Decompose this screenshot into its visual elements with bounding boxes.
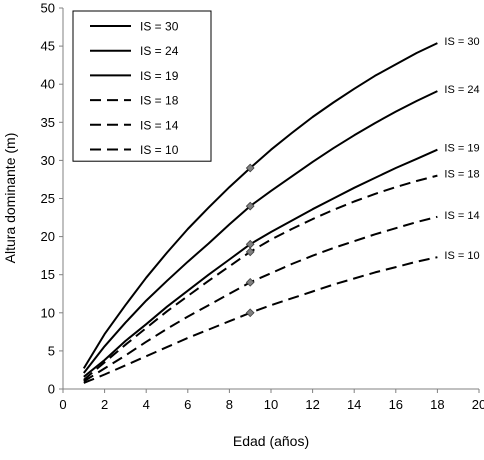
end-label-is-18: IS = 18	[444, 169, 479, 181]
end-label-is-10: IS = 10	[444, 250, 479, 262]
legend-label-is-19: IS = 19	[140, 69, 179, 83]
y-tick-label: 15	[41, 267, 55, 282]
x-tick-label: 12	[305, 397, 319, 412]
series-line-is-30	[82, 42, 438, 369]
marker-is-24	[245, 201, 255, 211]
y-tick-label: 25	[41, 191, 55, 206]
x-tick-label: 6	[184, 397, 191, 412]
x-tick-label: 14	[347, 397, 361, 412]
x-tick-label: 2	[101, 397, 108, 412]
legend-label-is-14: IS = 14	[140, 118, 179, 132]
legend-box	[72, 10, 212, 162]
x-tick-label: 0	[59, 397, 66, 412]
y-tick-label: 20	[41, 229, 55, 244]
end-label-layer: IS = 30 IS = 24 IS = 19 IS = 18 IS = 14 IS = …	[444, 36, 479, 262]
x-tick-label: 8	[226, 397, 233, 412]
end-label-is-24: IS = 24	[444, 84, 479, 96]
marker-is-14	[245, 277, 255, 287]
legend-label-is-30: IS = 30	[140, 20, 179, 34]
x-tick-label: 10	[264, 397, 278, 412]
x-tick-label: 18	[430, 397, 444, 412]
legend-label-is-24: IS = 24	[140, 44, 179, 58]
end-label-is-14: IS = 14	[444, 210, 479, 222]
y-tick-label: 0	[48, 382, 55, 397]
marker-is-10	[245, 308, 255, 318]
legend-label-is-10: IS = 10	[140, 143, 179, 157]
x-tick-label: 4	[143, 397, 150, 412]
y-tick-label: 40	[41, 77, 55, 92]
x-tick-label: 16	[389, 397, 403, 412]
y-axis-title: Altura dominante (m)	[2, 133, 18, 264]
legend: IS = 30 IS = 24 IS = 19 IS = 18 IS = 14 IS = …	[72, 10, 212, 162]
y-tick-label: 30	[41, 153, 55, 168]
end-label-is-30: IS = 30	[444, 36, 479, 48]
series-line-is-19	[83, 148, 438, 378]
y-tick-label: 5	[48, 343, 55, 358]
series-line-is-14	[83, 215, 438, 383]
marker-is-30	[245, 163, 255, 173]
y-tick-label: 35	[41, 115, 55, 130]
series-line-is-18	[83, 174, 438, 381]
legend-label-is-18: IS = 18	[140, 94, 179, 108]
y-tick-label: 10	[41, 305, 55, 320]
x-tick-label: 20	[472, 397, 484, 412]
series-line-is-24	[83, 90, 438, 374]
marker-is-18	[245, 247, 255, 257]
series-layer	[82, 42, 438, 384]
axes-layer: 0 5 10 15 20 25 30 35 40 45 50 0 2 4 6 8 10 12 14 16 18 20	[41, 1, 484, 413]
end-label-is-19: IS = 19	[444, 143, 479, 155]
y-tick-label: 45	[41, 39, 55, 54]
series-line-is-10	[83, 256, 438, 384]
y-tick-label: 50	[41, 1, 55, 16]
x-axis-title: Edad (años)	[233, 433, 309, 449]
marker-layer	[245, 163, 255, 318]
